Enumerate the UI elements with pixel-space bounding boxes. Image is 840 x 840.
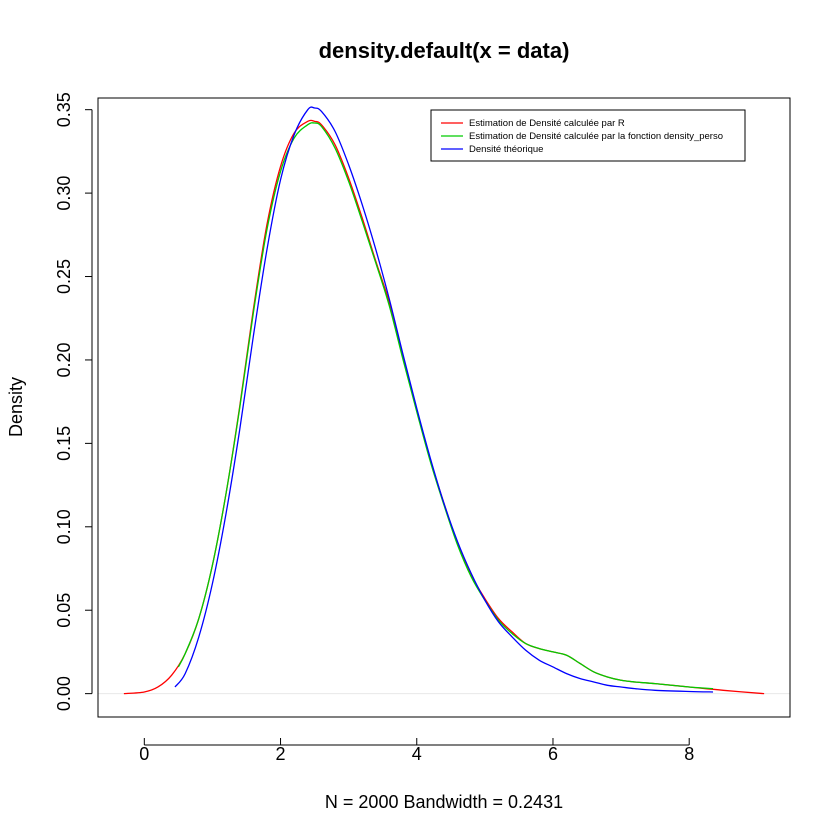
y-tick-label: 0.05 (54, 593, 74, 628)
legend-label-r: Estimation de Densité calculée par R (469, 118, 625, 129)
y-axis-label: Density (6, 377, 26, 437)
x-tick-label: 2 (276, 744, 286, 764)
x-axis: 0 2 4 6 8 (139, 738, 694, 764)
legend-label-density-perso: Estimation de Densité calculée par la fo… (469, 131, 723, 142)
series-line-theoretical (174, 106, 714, 693)
x-tick-label: 6 (548, 744, 558, 764)
y-tick-label: 0.00 (54, 676, 74, 711)
y-tick-label: 0.30 (54, 176, 74, 211)
x-axis-label: N = 2000 Bandwidth = 0.2431 (325, 792, 563, 812)
legend-label-theoretical: Densité théorique (469, 144, 543, 155)
plot-frame (97, 97, 791, 718)
x-tick-label: 8 (684, 744, 694, 764)
y-tick-label: 0.20 (54, 342, 74, 377)
y-tick-label: 0.35 (54, 92, 74, 127)
chart-title: density.default(x = data) (319, 38, 570, 63)
y-tick-label: 0.10 (54, 509, 74, 544)
series-line-r (123, 119, 765, 695)
series-layer (123, 106, 765, 695)
x-tick-label: 4 (412, 744, 422, 764)
x-tick-label: 0 (139, 744, 149, 764)
series-line-density-perso (177, 122, 714, 690)
legend: Estimation de Densité calculée par R Est… (430, 109, 746, 162)
legend-box (430, 109, 746, 162)
y-tick-label: 0.25 (54, 259, 74, 294)
y-axis: 0.00 0.05 0.10 0.15 0.20 0.25 0.30 0.35 (54, 92, 93, 711)
y-tick-label: 0.15 (54, 426, 74, 461)
